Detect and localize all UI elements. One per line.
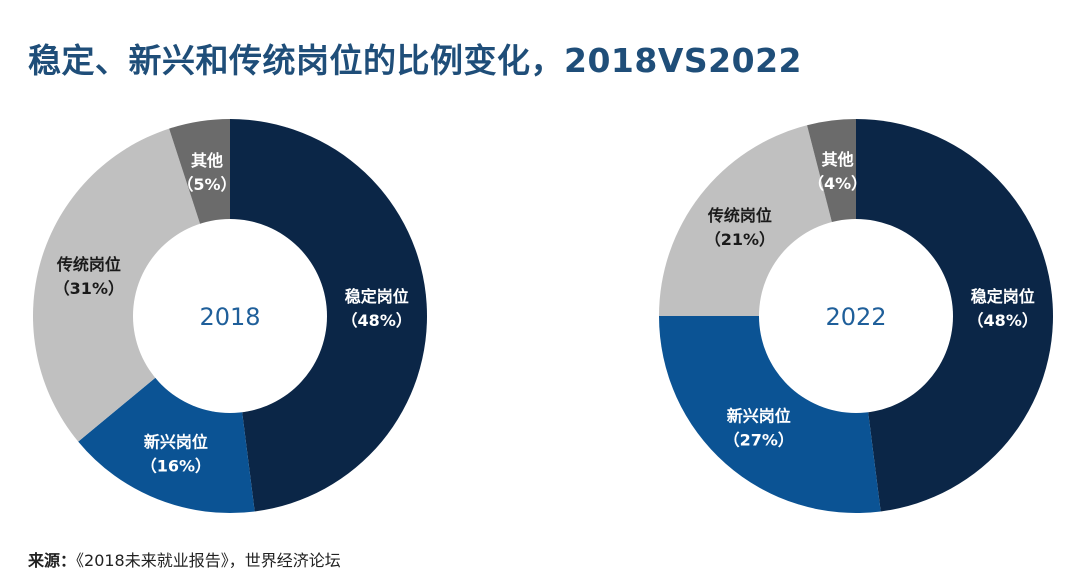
slice-name-2022-1: 新兴岗位 <box>727 406 791 425</box>
slice-value-2022-2: （21%） <box>705 230 775 249</box>
slice-value-2022-3: （4%） <box>808 174 867 193</box>
donut-hole-2018 <box>133 219 327 413</box>
donut-chart-2018: 稳定岗位 （48%） 新兴岗位 （16%） 传统岗位 （31%） 其他 （5%） 2018 <box>32 119 428 513</box>
source-note: 来源：《2018未来就业报告》，世界经济论坛 <box>28 547 341 571</box>
chart-title: 稳定、新兴和传统岗位的比例变化，2018VS2022 <box>28 41 802 80</box>
center-label-2018: 2018 <box>199 303 260 331</box>
slice-2018-0 <box>230 119 428 512</box>
slice-name-2018-0: 稳定岗位 <box>345 287 409 306</box>
slice-value-2022-0: （48%） <box>968 311 1038 330</box>
slice-2018-2 <box>32 128 230 442</box>
source-label: 来源： <box>28 551 77 570</box>
slice-value-2018-0: （48%） <box>342 311 412 330</box>
slice-value-2018-2: （31%） <box>54 279 124 298</box>
source-text: 《2018未来就业报告》，世界经济论坛 <box>76 551 341 570</box>
slice-value-2018-1: （16%） <box>141 457 211 476</box>
slice-name-2018-1: 新兴岗位 <box>144 433 208 452</box>
donut-hole-2022 <box>759 219 953 413</box>
slice-name-2018-2: 传统岗位 <box>56 255 121 274</box>
slice-value-2022-1: （27%） <box>724 430 794 449</box>
slice-name-2022-3: 其他 <box>822 150 854 169</box>
donut-chart-2022: 稳定岗位 （48%） 新兴岗位 （27%） 传统岗位 （21%） 其他 （4%） 2022 <box>659 119 1054 513</box>
slice-name-2022-2: 传统岗位 <box>707 206 772 225</box>
slice-name-2022-0: 稳定岗位 <box>971 287 1035 306</box>
slice-2022-0 <box>856 119 1054 512</box>
center-label-2022: 2022 <box>825 303 886 331</box>
slice-value-2018-3: （5%） <box>177 175 236 194</box>
slice-name-2018-3: 其他 <box>191 151 223 170</box>
